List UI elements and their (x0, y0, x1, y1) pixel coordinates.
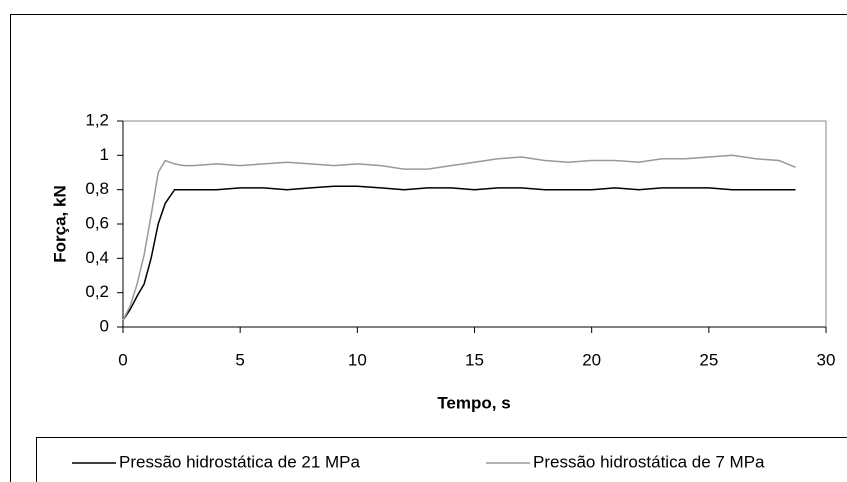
legend-box (36, 437, 847, 482)
y-tick-label: 1 (100, 145, 109, 164)
series-line (122, 185, 796, 321)
x-tick-label: 5 (235, 350, 244, 369)
y-tick-label: 0,8 (85, 179, 109, 198)
legend-label: Pressão hidrostática de 7 MPa (533, 452, 765, 471)
legend-label: Pressão hidrostática de 21 MPa (119, 452, 361, 471)
y-tick-label: 0,6 (85, 213, 109, 232)
x-tick-label: 20 (582, 350, 601, 369)
y-axis-title: Força, kN (50, 185, 69, 262)
x-tick-label: 0 (118, 350, 127, 369)
x-tick-label: 25 (699, 350, 718, 369)
y-tick-label: 0 (100, 316, 109, 335)
y-tick-label: 0,4 (85, 248, 109, 267)
x-axis-title: Tempo, s (437, 393, 510, 412)
y-tick-label: 1,2 (85, 110, 109, 129)
chart-border (10, 14, 847, 482)
x-tick-label: 10 (348, 350, 367, 369)
x-tick-label: 15 (465, 350, 484, 369)
x-tick-label: 30 (817, 350, 836, 369)
y-tick-label: 0,2 (85, 282, 109, 301)
series-line (122, 154, 796, 321)
